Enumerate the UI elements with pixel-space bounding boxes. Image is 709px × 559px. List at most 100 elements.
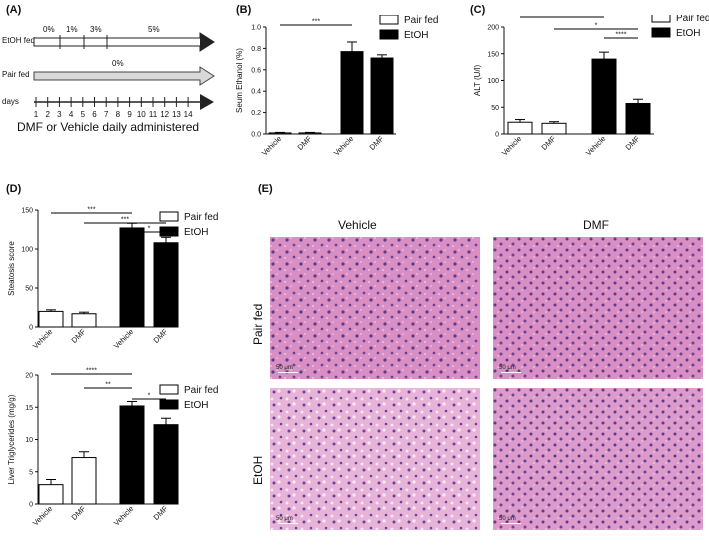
y-tick-label: 50 [25,286,33,293]
y-tick-label: 0.8 [251,46,261,53]
legend-swatch-etoh [379,29,399,40]
x-tick-label: DMF [152,504,170,522]
y-axis-label: ALT (U/l) [473,65,482,97]
y-tick-label: 5 [29,469,33,476]
y-axis-label: Steatosis score [7,241,16,296]
legend-pair-fed: Pair fed [676,15,709,24]
y-axis-label: Liver Triglycerides (mg/g) [7,394,16,484]
legend-pair-fed: Pair fed [404,15,438,26]
legend-pair-fed: Pair fed [184,385,218,396]
legend-etoh: EtOH [184,400,208,411]
x-tick-label: DMF [624,134,642,152]
x-tick-label: Vehicle [31,327,54,350]
x-tick-label: Vehicle [584,134,607,157]
day-label: 5 [81,110,86,119]
y-tick-label: 0.4 [251,89,261,96]
bar [268,132,292,135]
day-label: 11 [149,110,158,119]
x-tick-label: Vehicle [260,134,283,157]
y-tick-label: 0.0 [251,132,261,139]
sig-label: * [148,393,151,400]
dose-3: 3% [90,25,102,34]
day-label: 14 [184,110,193,119]
scale-label: 50 μm [499,365,516,371]
legend-etoh: EtOH [676,28,700,39]
x-tick-label: Vehicle [31,504,54,527]
bar [38,310,64,328]
x-tick-label: Vehicle [112,504,135,527]
bar [541,122,567,135]
bar [153,242,179,328]
sig-label: *** [121,217,129,224]
y-tick-label: 0 [29,502,33,509]
scale-label: 50 μm [499,516,516,522]
bar [119,227,145,328]
legend-etoh: EtOH [404,30,428,41]
y-tick-label: 100 [487,78,499,85]
chart-serum-ethanol: 0.0 0.2 0.4 0.6 0.8 1.0 Seum Ethanol (%) Vehicl… [235,15,438,158]
micrograph-pairfed-vehicle: 50 μm [270,237,480,379]
panel-d-label: (D) [6,183,22,195]
x-tick-label: Vehicle [332,134,355,157]
dose-5: 5% [148,25,160,34]
sig-label: **** [86,368,97,375]
micrograph-etoh-vehicle: 50 μm [270,388,480,530]
sig-label: *** [87,207,95,214]
micrograph-pairfed-dmf: 50 μm [493,237,703,379]
y-tick-label: 10 [25,437,33,444]
chart-alt: 0 50 100 150 200 ALT (U/l) Vehicle DMF Vehicle DM… [473,15,709,158]
x-tick-label: DMF [540,134,558,152]
panel-a-label: (A) [6,4,22,16]
bar [38,484,64,505]
timeline-caption: DMF or Vehicle daily administered [17,120,200,134]
legend-swatch-etoh [651,27,671,38]
day-label: 4 [69,110,74,119]
day-label: 3 [57,110,62,119]
x-tick-label: DMF [368,134,386,152]
scale-label: 50 μm [276,516,293,522]
day-label: 12 [160,110,169,119]
y-tick-label: 200 [487,25,499,32]
y-tick-label: 50 [491,105,499,112]
y-tick-label: 100 [21,247,33,254]
dose-1: 1% [66,25,78,34]
etoh-arrow [33,32,215,52]
x-tick-label: DMF [296,134,314,152]
y-tick-label: 20 [25,373,33,380]
col-head-dmf: DMF [583,218,609,232]
days-row-label: days [2,97,19,106]
chart-triglycerides: 0 5 10 15 20 Liver Triglycerides (mg/g) Vehicl… [7,368,218,528]
days-arrow-head [200,94,214,110]
panel-c-label: (C) [470,4,486,16]
chart-steatosis: 0 50 100 150 Steatosis score Vehicle DMF Vehicl… [7,207,218,351]
scale-bar [501,372,521,373]
legend-swatch-etoh [159,399,179,410]
scale-bar [501,523,521,524]
day-label: 6 [92,110,97,119]
row-head-pair-fed: Pair fed [251,303,265,345]
dose-0: 0% [43,25,55,34]
etoh-arrow-head [200,33,214,51]
x-tick-label: DMF [70,327,88,345]
bar [71,313,97,328]
etoh-row-label: EtOH fed [2,36,35,45]
y-tick-label: 0.2 [251,110,261,117]
day-label: 10 [137,110,146,119]
sig-label: * [148,226,151,233]
y-tick-label: 15 [25,405,33,412]
pair-dose-0: 0% [112,59,124,68]
day-label: 2 [45,110,50,119]
legend-swatch-pair-fed [159,384,179,395]
days-axis: 1 2 3 4 5 6 7 8 9 10 11 12 13 14 [34,97,202,119]
x-tick-label: DMF [152,327,170,345]
legend-swatch-etoh [159,226,179,237]
row-head-etoh: EtOH [251,455,265,485]
legend-swatch-pair-fed [159,211,179,222]
legend-pair-fed: Pair fed [184,212,218,223]
panel-e-label: (E) [258,183,273,195]
bar [340,51,364,135]
bar [507,121,533,135]
sig-label: * [595,23,598,30]
y-tick-label: 0 [29,325,33,332]
